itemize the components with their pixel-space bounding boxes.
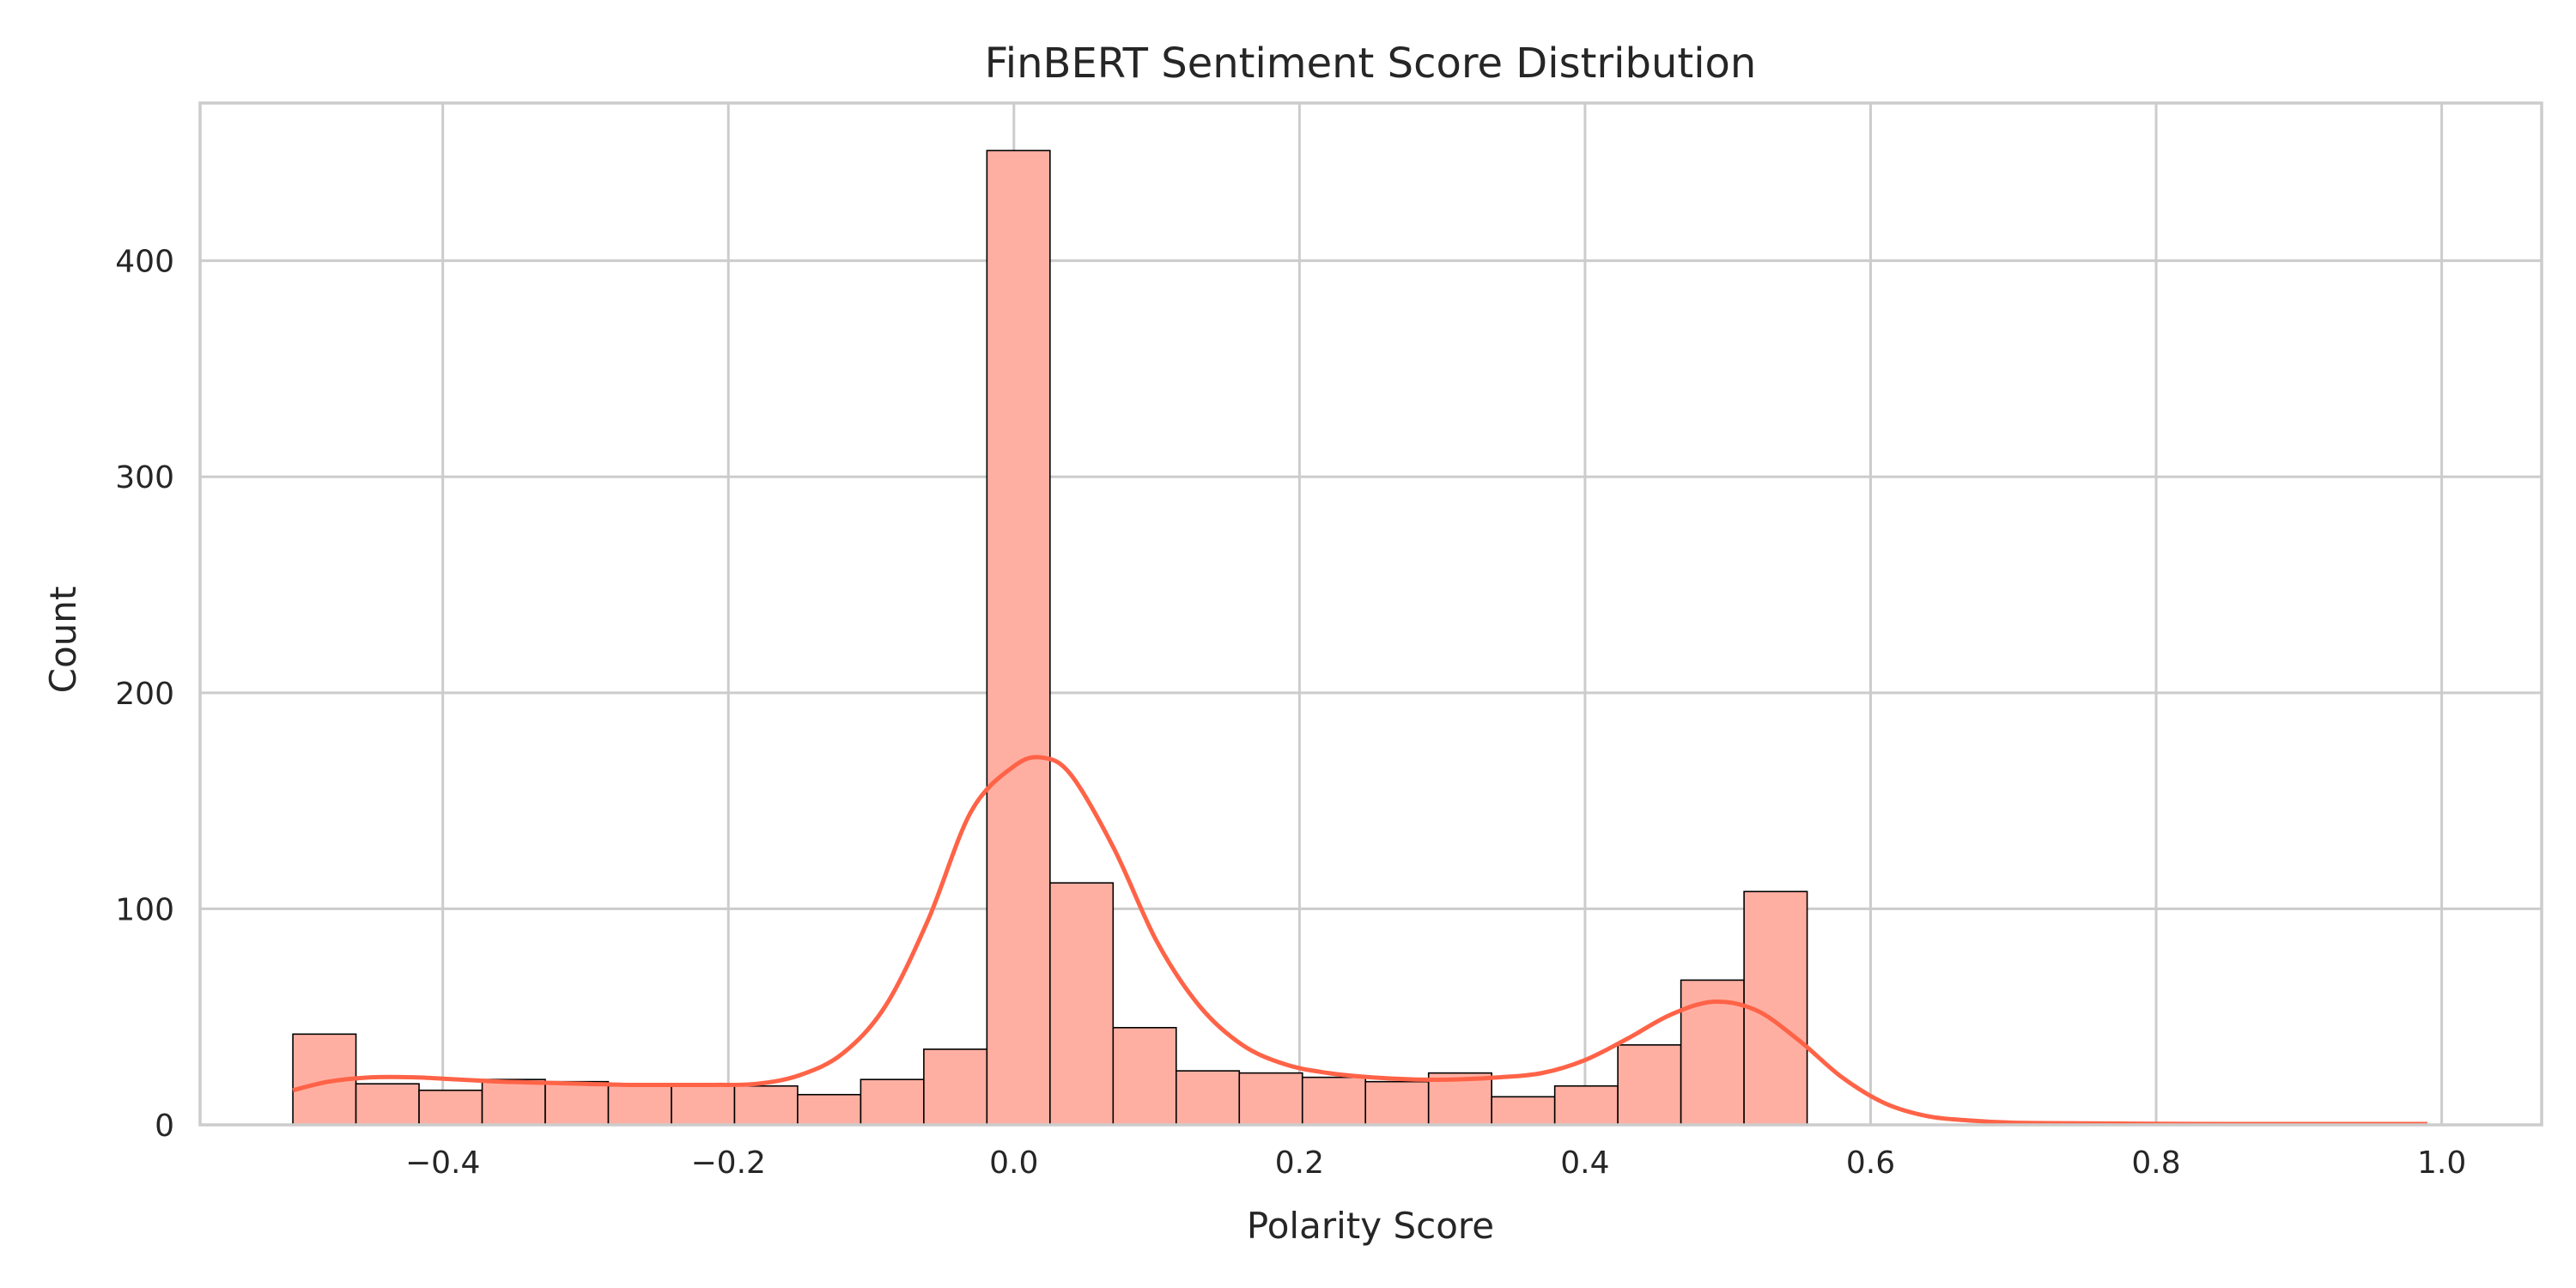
- histogram-bar-12: [1049, 882, 1115, 1126]
- histogram-bar-1: [355, 1083, 420, 1126]
- histogram-bar-15: [1238, 1072, 1303, 1126]
- histogram-bar-13: [1112, 1026, 1177, 1126]
- histogram-bar-11: [986, 149, 1051, 1126]
- histogram-bar-17: [1364, 1080, 1430, 1126]
- histogram-bar-16: [1301, 1076, 1367, 1126]
- grid-lines: [200, 103, 2542, 1127]
- x-tick-labels: −0.4 −0.2 0.0 0.2 0.4 0.6 0.8 1.0: [405, 1145, 2466, 1181]
- y-axis-label: Count: [42, 586, 84, 694]
- y-tick-labels: 0 100 200 300 400: [115, 245, 174, 1144]
- x-tick-label-3: 0.2: [1275, 1145, 1324, 1181]
- histogram-bars: [292, 149, 1808, 1126]
- x-tick-label-1: −0.2: [691, 1145, 766, 1181]
- histogram-bar-7: [733, 1084, 799, 1126]
- y-tick-label-1: 100: [115, 892, 174, 927]
- x-tick-label-6: 0.8: [2131, 1145, 2180, 1181]
- y-tick-label-3: 300: [115, 460, 174, 495]
- kde-curve: [292, 755, 2427, 1127]
- histogram-bar-14: [1175, 1070, 1241, 1126]
- histogram-bar-6: [671, 1084, 736, 1126]
- chart-title: FinBERT Sentiment Score Distribution: [985, 39, 1757, 88]
- histogram-bar-3: [481, 1078, 546, 1126]
- histogram-bar-9: [860, 1078, 925, 1126]
- histogram-bar-21: [1617, 1044, 1682, 1126]
- histogram-bar-20: [1553, 1084, 1619, 1126]
- plot-frame: [198, 101, 2543, 1127]
- histogram-bar-19: [1491, 1096, 1556, 1126]
- y-tick-label-0: 0: [155, 1109, 174, 1144]
- histogram-bar-5: [607, 1084, 672, 1126]
- histogram-bar-10: [923, 1048, 988, 1126]
- x-tick-label-7: 1.0: [2417, 1145, 2466, 1181]
- histogram-bar-2: [418, 1089, 483, 1126]
- y-tick-label-2: 200: [115, 677, 174, 712]
- histogram-bar-4: [544, 1080, 610, 1126]
- x-tick-label-4: 0.4: [1560, 1145, 1609, 1181]
- x-tick-label-0: −0.4: [405, 1145, 480, 1181]
- y-tick-label-4: 400: [115, 245, 174, 280]
- x-tick-label-2: 0.0: [989, 1145, 1038, 1181]
- x-axis-label: Polarity Score: [1247, 1205, 1494, 1247]
- x-tick-label-5: 0.6: [1846, 1145, 1895, 1181]
- histogram-bar-8: [797, 1093, 862, 1126]
